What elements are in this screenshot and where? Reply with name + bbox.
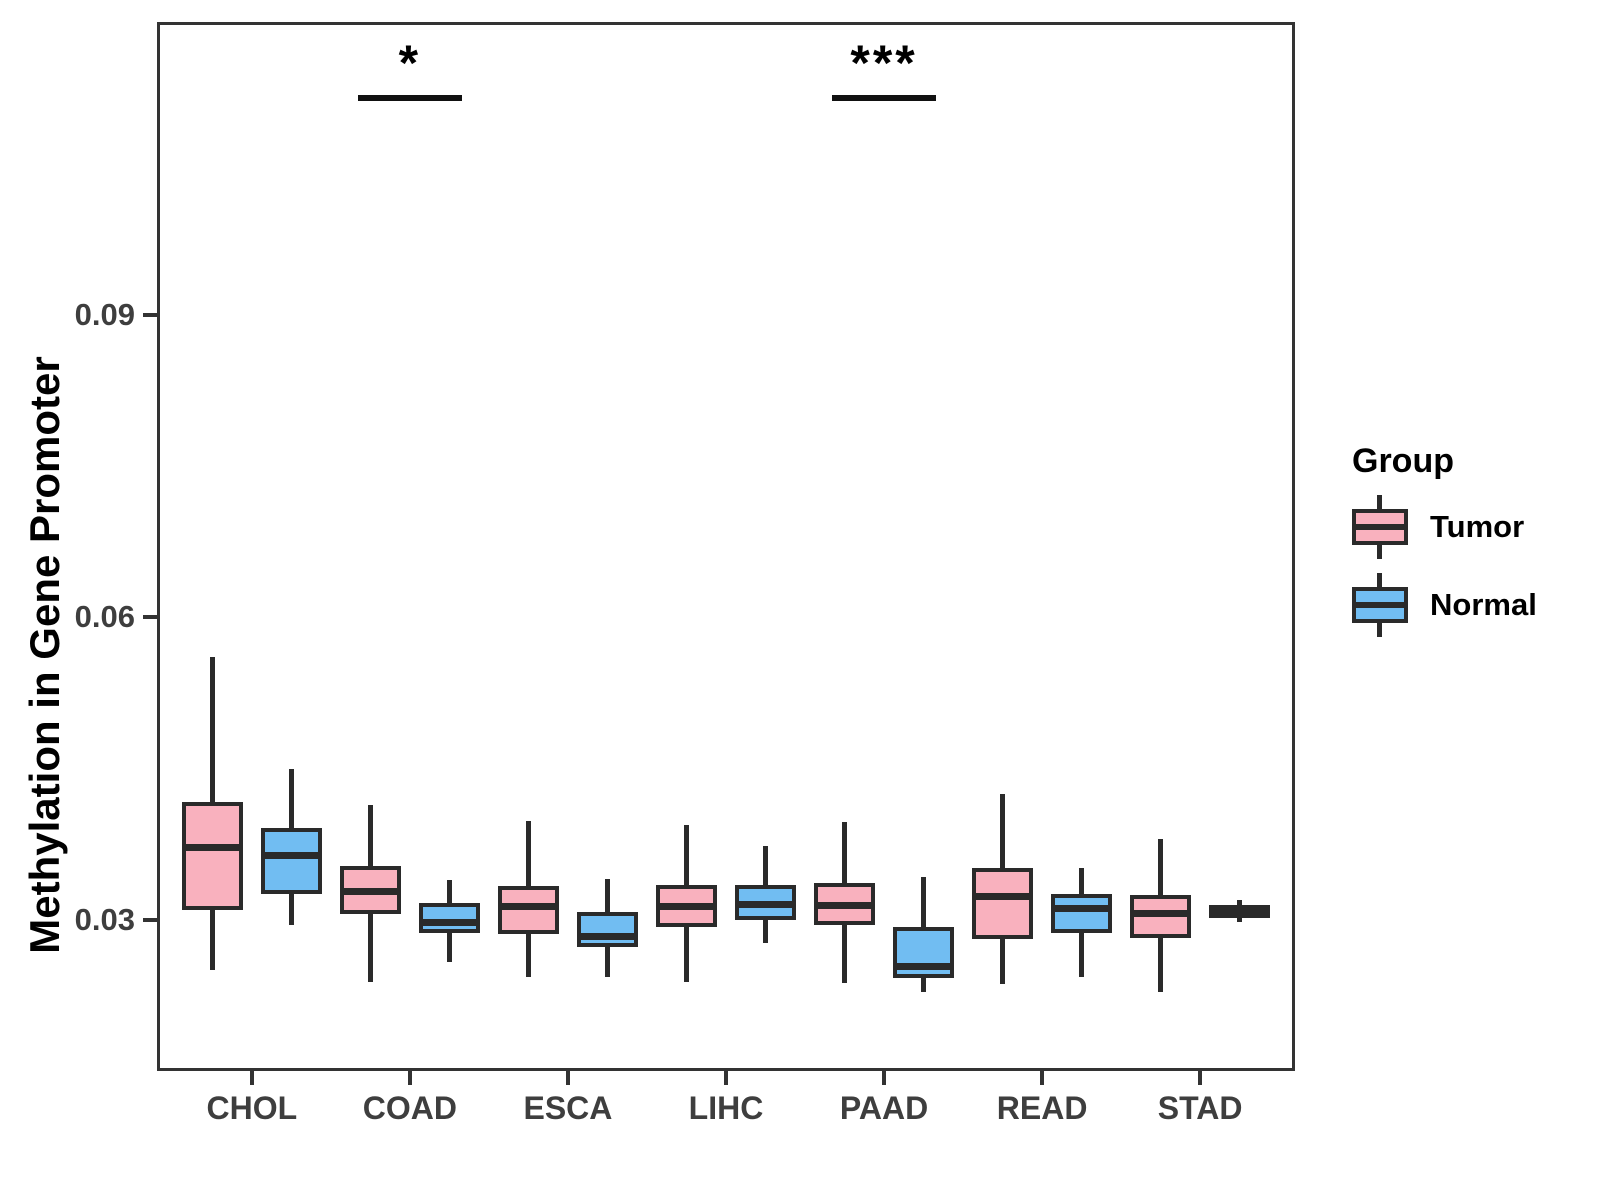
- x-tick-label-chol: CHOL: [206, 1090, 298, 1126]
- x-tick-mark: [724, 1071, 728, 1085]
- box-esca-normal: [576, 911, 638, 947]
- median-lihc-tumor: [660, 903, 713, 911]
- median-chol-tumor: [185, 843, 239, 851]
- y-tick-label: 0.03: [74, 901, 135, 937]
- median-stad-tumor: [1134, 910, 1188, 918]
- median-paad-normal: [897, 962, 951, 970]
- x-tick-label-stad: STAD: [1157, 1090, 1243, 1126]
- x-tick-mark: [249, 1071, 254, 1085]
- legend-boxplot-glyph-normal: [1352, 573, 1408, 637]
- box-paad-normal: [893, 926, 955, 979]
- x-tick-label-lihc: LIHC: [688, 1090, 764, 1126]
- median-lihc-normal: [739, 901, 792, 909]
- box-esca-tumor: [497, 886, 559, 934]
- legend-boxplot-glyph-tumor: [1352, 495, 1408, 559]
- box-coad-normal: [418, 902, 480, 933]
- y-tick-label: 0.09: [74, 296, 135, 332]
- box-read-normal: [1051, 894, 1113, 933]
- median-chol-normal: [264, 851, 318, 859]
- median-esca-tumor: [501, 903, 555, 911]
- significance-line-paad: [832, 94, 937, 101]
- box-chol-tumor: [181, 801, 243, 910]
- x-tick-mark: [1198, 1071, 1203, 1085]
- legend-item-tumor: Tumor: [1352, 495, 1537, 559]
- significance-line-coad: [357, 94, 462, 101]
- box-chol-normal: [260, 827, 322, 895]
- y-tick-mark: [143, 615, 157, 620]
- median-stad-normal: [1213, 908, 1267, 916]
- median-paad-tumor: [818, 902, 872, 910]
- median-coad-tumor: [343, 887, 397, 895]
- y-tick-mark: [143, 917, 157, 922]
- plot-panel: [157, 22, 1295, 1071]
- legend-label-normal: Normal: [1430, 587, 1537, 622]
- box-read-tumor: [972, 868, 1034, 939]
- x-tick-label-coad: COAD: [362, 1090, 457, 1126]
- glyph-median: [1356, 602, 1404, 608]
- x-tick-mark: [882, 1071, 887, 1085]
- legend: Group Tumor Normal: [1352, 442, 1537, 637]
- x-tick-label-paad: PAAD: [839, 1090, 929, 1126]
- significance-label-coad: *: [398, 34, 422, 91]
- median-read-normal: [1055, 905, 1109, 913]
- y-tick-label: 0.06: [74, 599, 135, 635]
- median-coad-normal: [422, 919, 476, 927]
- legend-items: Tumor Normal: [1352, 495, 1537, 637]
- legend-item-normal: Normal: [1352, 573, 1537, 637]
- significance-label-paad: ***: [850, 34, 918, 91]
- x-tick-mark: [1040, 1071, 1045, 1085]
- median-read-tumor: [976, 893, 1030, 900]
- x-tick-label-esca: ESCA: [523, 1090, 613, 1126]
- x-tick-label-read: READ: [996, 1090, 1088, 1126]
- y-axis-title: Methylation in Gene Promoter: [21, 356, 68, 954]
- legend-label-tumor: Tumor: [1430, 509, 1525, 544]
- y-tick-mark: [143, 312, 157, 317]
- glyph-median: [1356, 524, 1404, 530]
- x-tick-mark: [407, 1071, 412, 1085]
- x-tick-mark: [565, 1071, 570, 1085]
- median-esca-normal: [580, 933, 634, 941]
- legend-title: Group: [1352, 442, 1454, 480]
